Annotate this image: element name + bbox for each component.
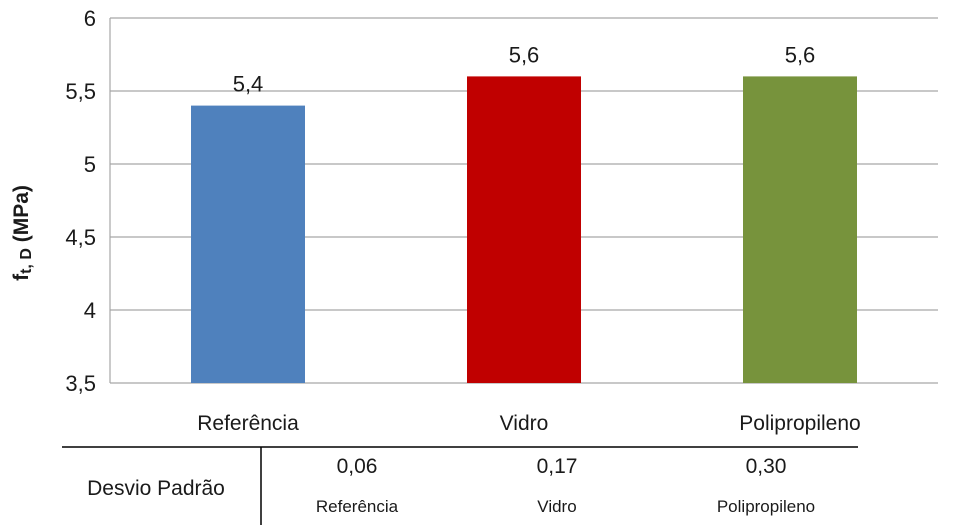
y-tick-label: 6	[84, 6, 96, 31]
y-axis-label-unit: (MPa)	[10, 185, 33, 248]
x-category-label: Referência	[197, 412, 299, 435]
y-tick-label: 3,5	[65, 371, 96, 396]
x-category-label: Polipropileno	[739, 412, 860, 435]
y-axis-label: ft, D (MPa)	[10, 185, 35, 281]
data-label: 5,4	[233, 72, 264, 97]
std-dev-series-name: Vidro	[537, 497, 576, 516]
y-axis-label-main: f	[10, 273, 33, 281]
y-tick-label: 5	[84, 152, 96, 177]
bar-3	[743, 76, 857, 384]
std-dev-value: 0,30	[746, 455, 787, 478]
y-tick-label: 4,5	[65, 225, 96, 250]
bars	[191, 76, 857, 384]
data-labels: 5,4 5,6 5,6	[233, 42, 816, 96]
data-label: 5,6	[785, 42, 816, 67]
y-axis: 3,5 4 4,5 5 5,5 6	[65, 6, 111, 396]
std-dev-row-label: Desvio Padrão	[87, 477, 225, 500]
std-dev-series-name: Referência	[316, 497, 399, 516]
std-dev-series-name: Polipropileno	[717, 497, 815, 516]
std-dev-value: 0,17	[537, 455, 578, 478]
data-label: 5,6	[509, 42, 540, 67]
std-dev-value: 0,06	[337, 455, 378, 478]
y-tick-label: 5,5	[65, 79, 96, 104]
bar-2	[467, 76, 581, 384]
x-category-label: Vidro	[500, 412, 549, 435]
std-dev-table: Desvio Padrão 0,06 Referência 0,17 Vidro 0,3…	[62, 446, 858, 525]
y-axis-label-subscript: t, D	[18, 248, 35, 274]
x-axis-category-labels: Referência Vidro Polipropileno	[197, 412, 860, 435]
y-tick-label: 4	[84, 298, 96, 323]
bar-1	[191, 105, 305, 383]
